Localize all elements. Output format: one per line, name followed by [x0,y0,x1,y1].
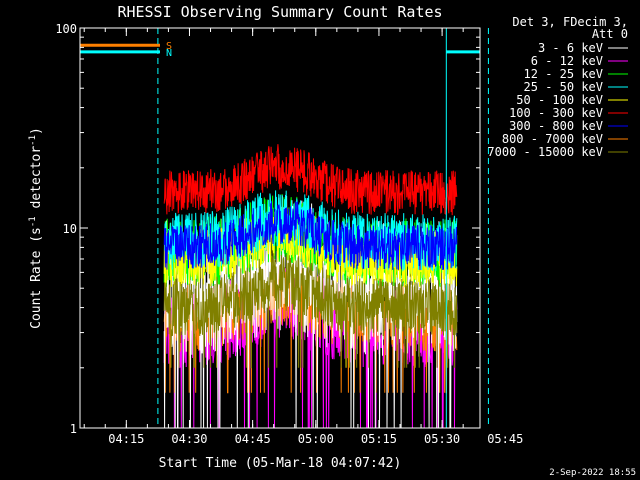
y-axis-label-sup2: -1 [28,135,38,146]
y-tick-label-1: 1 [70,422,77,436]
series-line-6 [163,144,458,216]
legend-label-3: 12 - 25 keV [524,67,603,81]
chart-title: RHESSI Observing Summary Count Rates [117,3,442,21]
x-tick-label-3: 04:45 [235,432,271,446]
legend-label-7: 300 - 800 keV [509,119,603,133]
plot-area: SN [80,28,489,428]
y-tick-label-3: 100 [55,22,77,36]
footer-date: 2-Sep-2022 18:55 [549,468,636,478]
series-group [80,28,480,428]
legend-label-5: 50 - 100 keV [516,93,603,107]
y-axis-label-sup1: -1 [28,216,38,227]
legend-label-6: 100 - 300 keV [509,106,603,120]
series-line-7 [163,201,458,271]
axes: 04:15 04:30 04:45 05:00 05:15 05:30 05:45 1 10 10… [55,22,523,446]
x-tick-label-4: 05:00 [298,432,334,446]
y-axis-label-end: ) [29,127,44,135]
legend-label-9: 7000 - 15000 keV [487,145,603,159]
legend-label-1: 3 - 6 keV [538,41,603,55]
legend-label-8: 800 - 7000 keV [502,132,603,146]
x-tick-label-7: 05:45 [487,432,523,446]
y-axis-label-mid: detector [29,146,44,217]
x-tick-label-2: 04:30 [171,432,207,446]
y-axis-label-main: Count Rate (s [29,227,44,329]
y-tick-label-2: 10 [63,222,77,236]
legend-label-4: 25 - 50 keV [524,80,603,94]
flag-label-2: N [166,48,172,59]
legend-label-2: 6 - 12 keV [531,54,603,68]
x-axis-label: Start Time (05-Mar-18 04:07:42) [159,456,402,471]
y-axis-label: Count Rate (s-1 detector-1) [28,127,44,329]
x-tick-label-6: 05:30 [424,432,460,446]
flag-label-1: S [166,41,172,52]
legend-header-line-2: Att 0 [592,27,628,41]
x-tick-label-1: 04:15 [108,432,144,446]
x-tick-label-5: 05:15 [361,432,397,446]
series-line-9 [163,253,458,369]
legend-header-line-1: Det 3, FDecim 3, [512,15,628,29]
